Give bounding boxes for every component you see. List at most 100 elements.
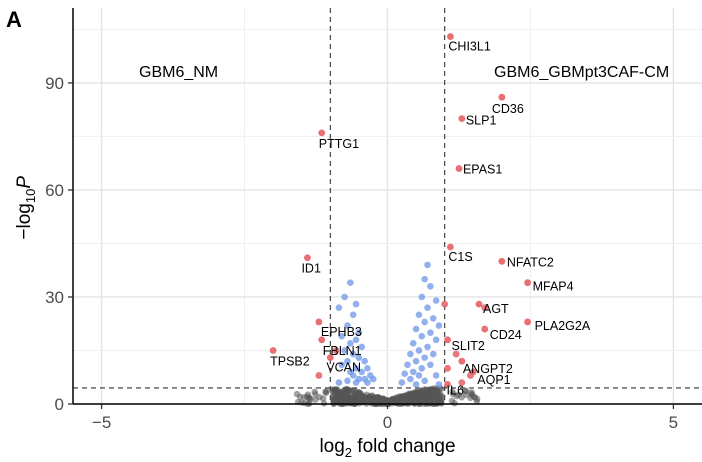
point-not-significant	[414, 392, 421, 399]
gene-label: C1S	[448, 250, 472, 264]
gene-label: CD36	[492, 102, 524, 116]
point-p-only	[344, 322, 351, 329]
data-points	[269, 33, 531, 408]
point-significant-labeled	[447, 33, 454, 40]
gene-label: CD24	[490, 328, 522, 342]
point-significant	[444, 364, 451, 372]
gene-label: ID1	[301, 262, 321, 276]
gene-label: CHI3L1	[448, 40, 490, 54]
point-significant-labeled	[469, 368, 477, 376]
gene-label: PTTG1	[319, 137, 359, 151]
point-not-significant	[359, 395, 366, 402]
point-significant-labeled	[524, 279, 531, 287]
gene-label: IL6	[447, 383, 464, 397]
point-significant-labeled	[524, 318, 531, 326]
point-p-only	[412, 381, 420, 388]
point-not-significant	[340, 397, 348, 404]
point-p-only	[347, 340, 354, 347]
point-p-only	[432, 297, 440, 304]
point-significant-labeled	[315, 318, 323, 326]
point-not-significant	[345, 387, 352, 395]
point-significant-labeled	[475, 300, 483, 308]
x-tick-label: −5	[92, 413, 111, 432]
point-not-significant	[410, 399, 417, 407]
point-not-significant	[312, 396, 319, 403]
point-p-only	[349, 372, 357, 379]
point-p-only	[364, 379, 371, 386]
gene-label: SLP1	[466, 114, 497, 128]
point-p-only	[355, 329, 363, 336]
point-p-only	[421, 354, 428, 361]
point-p-only	[421, 275, 428, 283]
point-p-only	[404, 361, 411, 369]
point-not-significant	[368, 396, 375, 403]
point-p-only	[335, 304, 343, 311]
y-tick-label: 60	[45, 181, 64, 200]
point-significant	[481, 304, 489, 312]
point-p-only	[341, 293, 348, 301]
point-not-significant	[402, 393, 410, 400]
point-not-significant	[467, 394, 474, 402]
point-p-only	[407, 375, 414, 383]
point-p-only	[418, 365, 426, 372]
point-not-significant	[319, 395, 327, 402]
point-not-significant	[448, 397, 456, 405]
point-not-significant	[373, 399, 380, 406]
y-tick-label: 90	[45, 74, 64, 93]
gene-label: NFATC2	[507, 255, 554, 269]
point-p-only	[338, 332, 346, 340]
point-p-only	[352, 379, 360, 386]
point-p-only	[412, 325, 420, 333]
point-not-significant	[322, 388, 329, 396]
point-significant	[458, 379, 466, 386]
point-not-significant	[449, 388, 456, 395]
point-p-only	[344, 357, 351, 365]
gene-label: TPSB2	[270, 354, 310, 368]
point-p-only	[352, 300, 360, 308]
point-p-only	[407, 350, 414, 358]
point-significant-labeled	[498, 257, 506, 265]
point-not-significant	[461, 387, 469, 394]
point-not-significant	[458, 394, 465, 401]
y-tick-label: 30	[45, 288, 64, 307]
point-p-only	[349, 350, 357, 358]
point-significant	[332, 347, 340, 354]
point-significant-labeled	[318, 336, 326, 344]
point-significant-labeled	[444, 380, 451, 388]
x-axis-title: log2 fold change	[319, 436, 455, 460]
point-p-only	[409, 368, 417, 376]
point-p-only	[432, 336, 440, 344]
gene-label: SLIT2	[452, 339, 485, 353]
point-p-only	[415, 372, 423, 379]
point-p-only	[415, 311, 423, 319]
point-p-only	[361, 357, 368, 365]
point-p-only	[424, 261, 431, 269]
x-tick-label: 0	[383, 413, 392, 432]
point-significant	[452, 350, 460, 358]
group-label-right: GBM6_GBMpt3CAF-CM	[494, 64, 669, 81]
point-p-only	[401, 370, 408, 377]
point-not-significant	[303, 393, 311, 400]
point-p-only	[421, 377, 428, 385]
point-p-only	[427, 329, 434, 336]
gene-label: EPHB3	[321, 325, 362, 339]
y-axis-title: −log10P	[14, 176, 38, 240]
point-not-significant	[468, 389, 475, 396]
point-p-only	[424, 304, 431, 311]
point-significant	[315, 372, 323, 379]
point-p-only	[432, 372, 440, 379]
panel-letter: A	[6, 7, 22, 32]
point-significant-labeled	[455, 165, 463, 172]
point-significant-labeled	[498, 93, 506, 101]
point-not-significant	[333, 394, 341, 401]
point-significant-labeled	[458, 357, 466, 365]
gene-label: PLA2G2A	[535, 319, 591, 333]
point-significant-labeled	[447, 243, 454, 251]
point-p-only	[418, 332, 426, 340]
axes: −5 0 5 0 30 60 90	[45, 8, 702, 432]
point-p-only	[429, 315, 437, 322]
point-p-only	[427, 282, 434, 290]
threshold-lines	[73, 8, 702, 404]
point-p-only	[358, 368, 366, 376]
